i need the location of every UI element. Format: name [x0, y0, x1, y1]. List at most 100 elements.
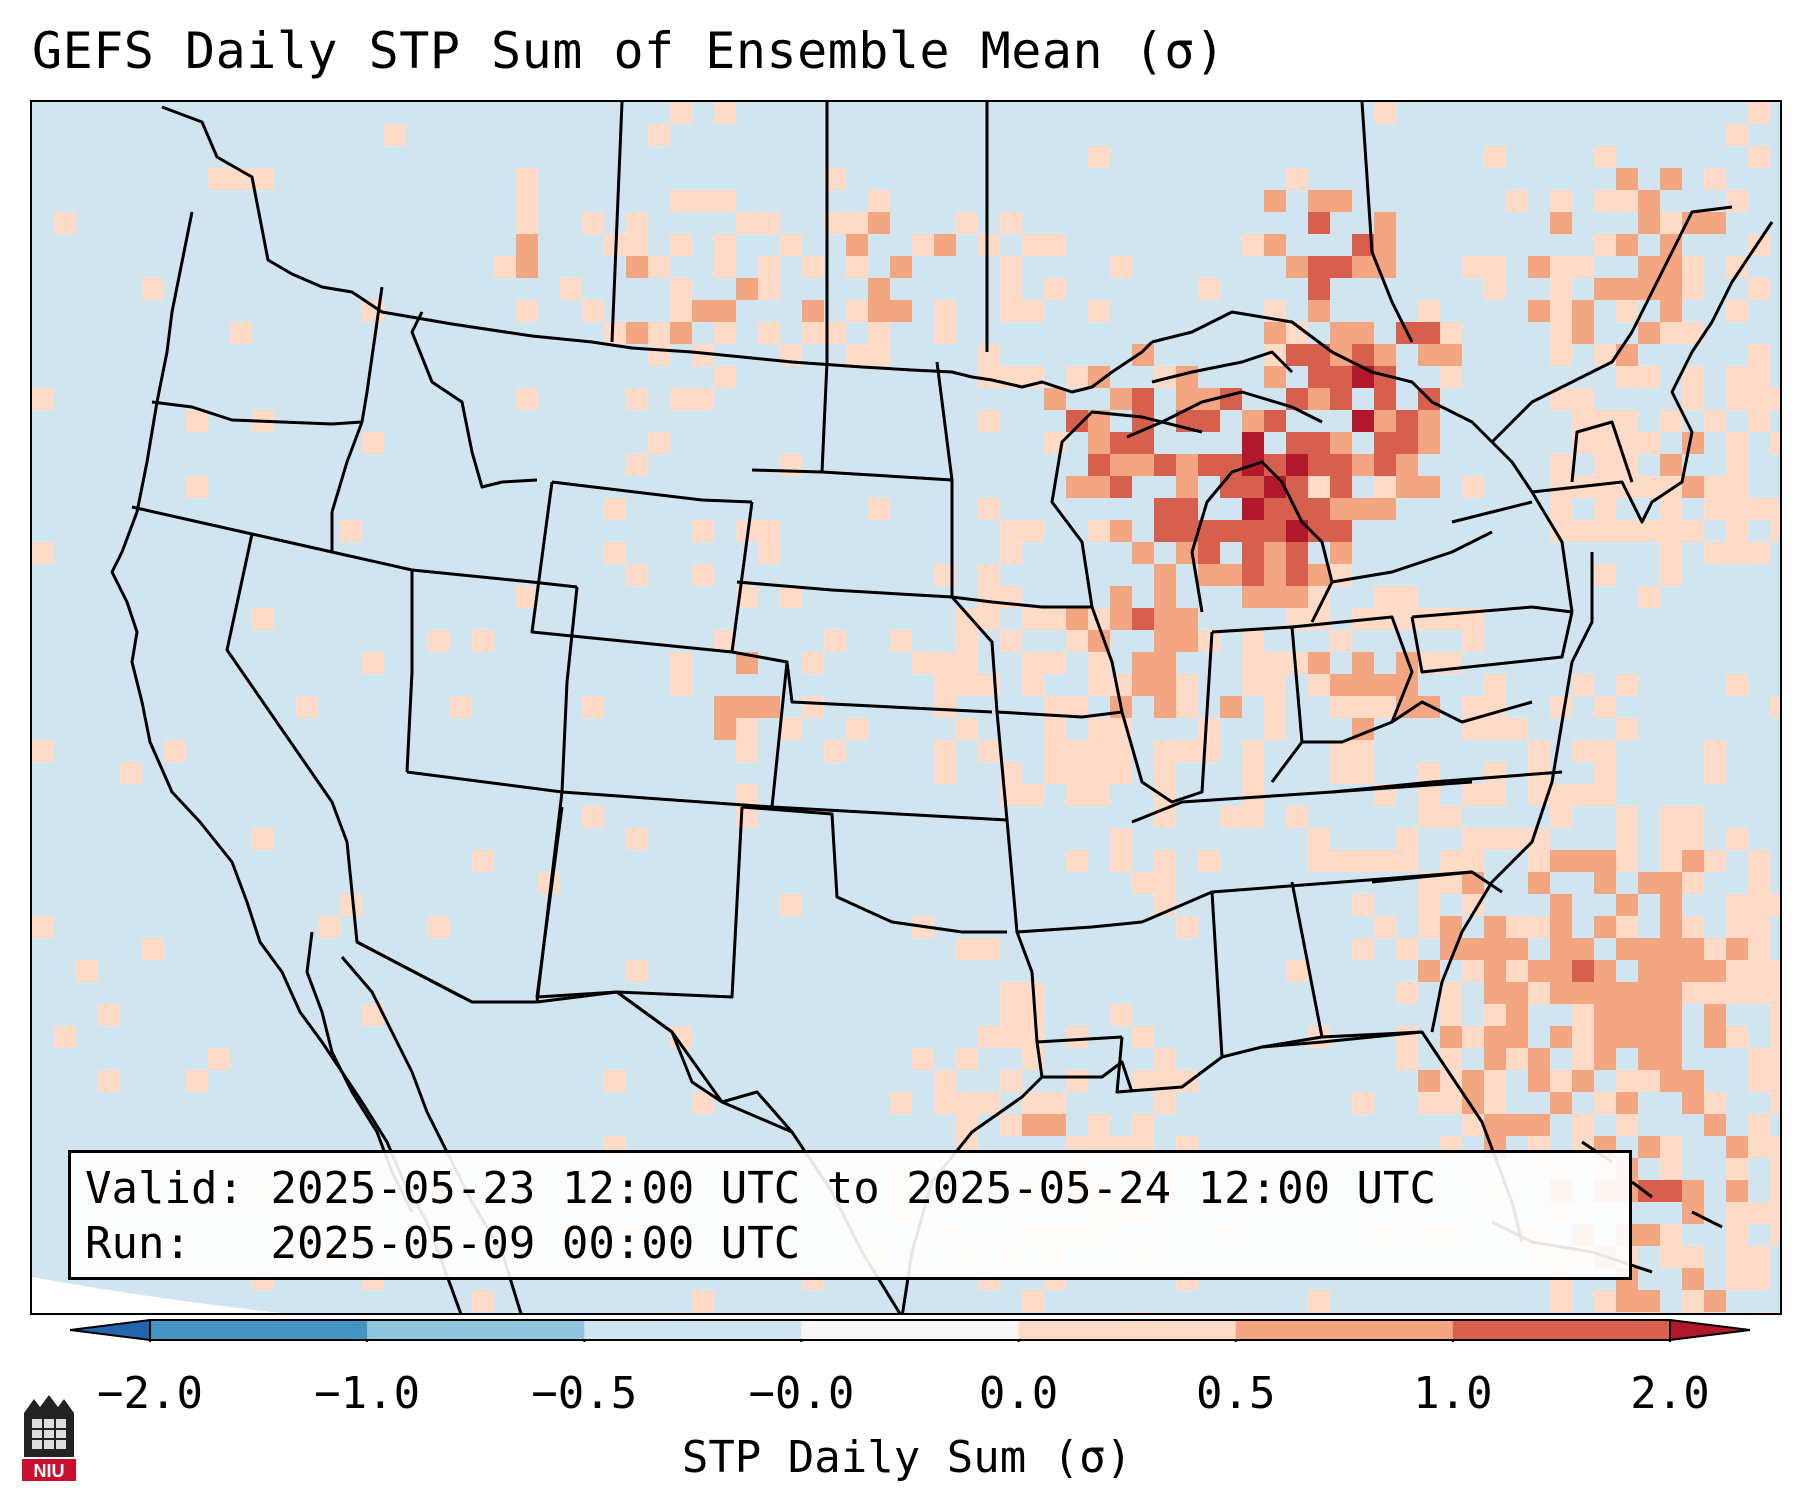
- stp-cell: [692, 344, 714, 366]
- id-nv-ut-border: [411, 568, 578, 589]
- stp-cell: [1440, 1070, 1462, 1092]
- stp-cell: [1418, 784, 1440, 806]
- stp-cell: [516, 256, 538, 278]
- stp-cell: [626, 960, 648, 982]
- stp-cell: [428, 916, 450, 938]
- stp-cell: [1330, 366, 1352, 388]
- stp-cell: [1682, 806, 1704, 828]
- stp-cell: [1484, 1092, 1506, 1114]
- stp-cell: [1616, 366, 1638, 388]
- stp-cell: [1704, 938, 1726, 960]
- stp-cell: [1066, 630, 1088, 652]
- stp-cell: [1638, 938, 1660, 960]
- stp-cell: [1594, 784, 1616, 806]
- stp-cell: [1154, 454, 1176, 476]
- stp-cell: [1726, 828, 1748, 850]
- stp-cell: [1066, 696, 1088, 718]
- stp-cell: [934, 740, 956, 762]
- stp-cell: [1374, 674, 1396, 696]
- stp-cell: [1682, 322, 1704, 344]
- stp-cell: [1506, 1026, 1528, 1048]
- stp-cell: [1748, 146, 1770, 168]
- stp-cell: [692, 1290, 714, 1312]
- stp-cell: [626, 454, 648, 476]
- stp-cell: [714, 234, 736, 256]
- stp-cell: [824, 630, 846, 652]
- stp-cell: [1154, 740, 1176, 762]
- stp-cell: [1550, 322, 1572, 344]
- stp-cell: [1660, 256, 1682, 278]
- stp-cell: [1110, 674, 1132, 696]
- stp-cell: [1088, 740, 1110, 762]
- stp-cell: [1308, 674, 1330, 696]
- colorbar-tick-label: −2.0: [97, 1368, 203, 1419]
- stp-cell: [1286, 388, 1308, 410]
- stp-cell: [1374, 212, 1396, 234]
- stp-cell: [1462, 476, 1484, 498]
- stp-cell: [384, 124, 406, 146]
- stp-cell: [252, 168, 274, 190]
- stp-cell: [1352, 652, 1374, 674]
- stp-cell: [1308, 498, 1330, 520]
- stp-cell: [1594, 1048, 1616, 1070]
- stp-cell: [1638, 520, 1660, 542]
- stp-cell: [956, 630, 978, 652]
- stp-cell: [1770, 1048, 1780, 1070]
- stp-cell: [1550, 1070, 1572, 1092]
- stp-cell: [1550, 1026, 1572, 1048]
- stp-cell: [1462, 938, 1484, 960]
- stp-cell: [494, 256, 516, 278]
- stp-cell: [1550, 1290, 1572, 1312]
- stp-cell: [1704, 1026, 1726, 1048]
- stp-cell: [1748, 344, 1770, 366]
- stp-cell: [1594, 146, 1616, 168]
- stp-cell: [1352, 410, 1374, 432]
- stp-cell: [1308, 586, 1330, 608]
- stp-cell: [1484, 828, 1506, 850]
- az-mexico-border: [356, 940, 463, 999]
- stp-cell: [1286, 322, 1308, 344]
- stp-cell: [1682, 960, 1704, 982]
- stp-cell: [736, 718, 758, 740]
- stp-cell: [1550, 278, 1572, 300]
- stp-cell: [1462, 1026, 1484, 1048]
- stp-cell: [1550, 938, 1572, 960]
- stp-cell: [1748, 1246, 1770, 1268]
- stp-cell: [626, 388, 648, 410]
- stp-cell: [1066, 410, 1088, 432]
- stp-cell: [1418, 916, 1440, 938]
- stp-cell: [1660, 1004, 1682, 1026]
- stp-cell: [1374, 850, 1396, 872]
- stp-cell: [1286, 168, 1308, 190]
- stp-cell: [1308, 344, 1330, 366]
- us-canada-border: [161, 105, 1154, 394]
- stp-cell: [1154, 630, 1176, 652]
- map-panel: [30, 100, 1782, 1315]
- stp-cell: [362, 1004, 384, 1026]
- stp-cell: [956, 212, 978, 234]
- stp-cell: [978, 410, 1000, 432]
- stp-cell: [758, 542, 780, 564]
- stp-cell: [1616, 1092, 1638, 1114]
- stp-cell: [1484, 1048, 1506, 1070]
- stp-cell: [824, 740, 846, 762]
- stp-cell: [1616, 278, 1638, 300]
- stp-cell: [1110, 520, 1132, 542]
- stp-cell: [1198, 850, 1220, 872]
- mi-upper: [1126, 390, 1323, 439]
- stp-cell: [1418, 1070, 1440, 1092]
- stp-cell: [164, 740, 186, 762]
- stp-cell: [1418, 652, 1440, 674]
- stp-cell: [1594, 872, 1616, 894]
- stp-cell: [1506, 1004, 1528, 1026]
- stp-cell: [1660, 850, 1682, 872]
- stp-cell: [1704, 212, 1726, 234]
- stp-cell: [1484, 1004, 1506, 1026]
- stp-cell: [714, 256, 736, 278]
- stp-cell: [362, 652, 384, 674]
- stp-cell: [956, 608, 978, 630]
- ontario-border: [1151, 310, 1494, 444]
- stp-cell: [802, 300, 824, 322]
- stp-cell: [626, 256, 648, 278]
- stp-cell: [1748, 960, 1770, 982]
